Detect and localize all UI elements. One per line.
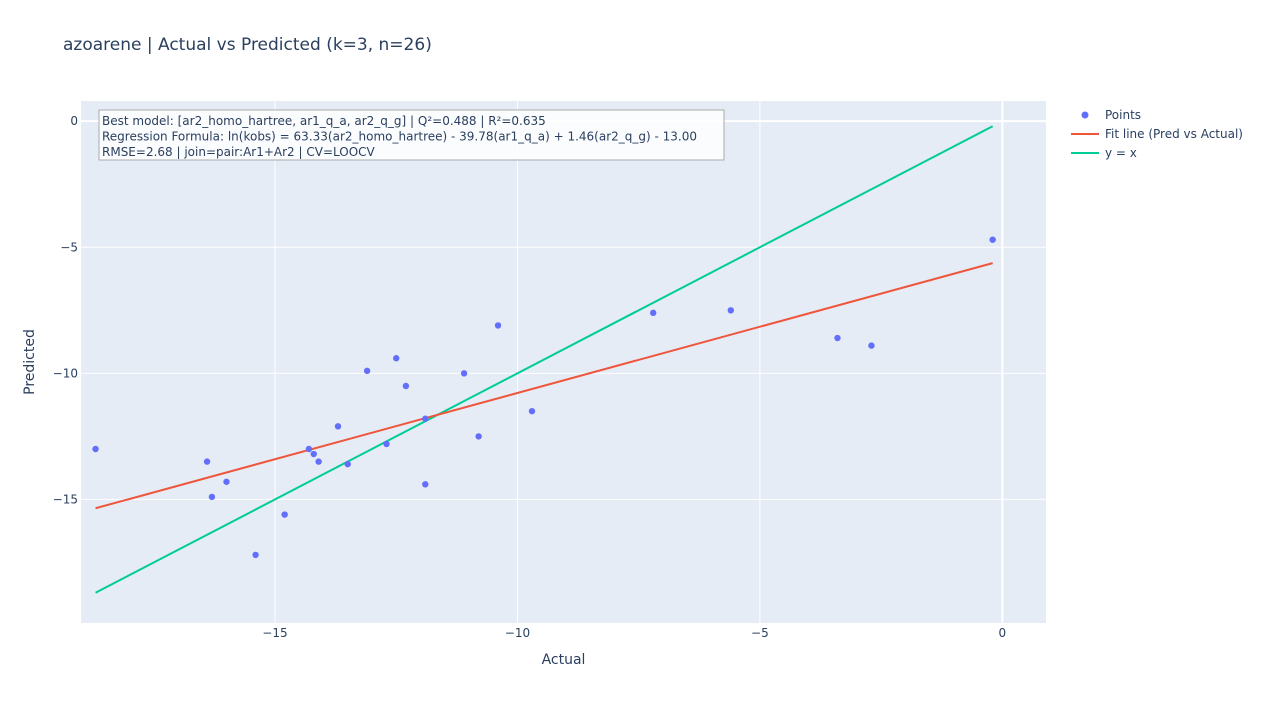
tick-labels: −15 −10 −5 0 0 −5 −10 −15	[53, 114, 1007, 640]
data-point[interactable]	[650, 309, 657, 317]
x-tick-label: −10	[505, 626, 530, 640]
data-point[interactable]	[315, 458, 322, 465]
data-point[interactable]	[989, 236, 996, 243]
data-point[interactable]	[92, 445, 99, 453]
y-tick-label: 0	[70, 114, 78, 128]
data-point[interactable]	[344, 460, 351, 468]
data-point[interactable]	[252, 551, 259, 559]
data-point[interactable]	[528, 407, 536, 415]
y-axis-title: Predicted	[22, 329, 38, 395]
data-point[interactable]	[422, 415, 429, 422]
x-tick-label: 0	[999, 626, 1007, 640]
data-point[interactable]	[310, 450, 317, 458]
legend-label-identity-line: y = x	[1105, 146, 1137, 160]
legend-label-points: Points	[1105, 108, 1141, 122]
data-point[interactable]	[422, 481, 429, 488]
legend-item-fit-line[interactable]: Fit line (Pred vs Actual)	[1071, 127, 1243, 141]
x-tick-label: −5	[751, 626, 769, 640]
annotation-line-1: Best model: [ar2_homo_hartree, ar1_q_a, …	[102, 114, 546, 128]
data-point[interactable]	[393, 355, 400, 362]
fit-line	[95, 262, 993, 510]
data-point[interactable]	[475, 433, 482, 440]
data-point[interactable]	[363, 367, 371, 375]
annotation-box: Best model: [ar2_homo_hartree, ar1_q_a, …	[98, 109, 725, 161]
plot-area	[81, 101, 1046, 623]
data-point[interactable]	[727, 307, 734, 314]
x-axis-title: Actual	[542, 652, 586, 668]
annotation-line-3: RMSE=2.68 | join=pair:Ar1+Ar2 | CV=LOOCV	[102, 145, 376, 159]
annotation-line-2: Regression Formula: ln(kobs) = 63.33(ar2…	[102, 130, 697, 144]
legend-marker-points	[1081, 111, 1089, 119]
data-point[interactable]	[305, 445, 313, 453]
y-tick-label: −10	[53, 366, 78, 380]
data-point[interactable]	[460, 370, 468, 377]
data-point[interactable]	[334, 423, 342, 430]
legend: Points Fit line (Pred vs Actual) y = x	[1071, 108, 1243, 160]
series-layer	[92, 125, 996, 594]
legend-label-fit-line: Fit line (Pred vs Actual)	[1105, 127, 1243, 141]
chart-title: azoarene | Actual vs Predicted (k=3, n=2…	[63, 35, 432, 55]
identity-line	[95, 125, 994, 594]
legend-item-identity-line[interactable]: y = x	[1071, 146, 1137, 160]
y-tick-label: −15	[53, 492, 78, 506]
data-point[interactable]	[203, 458, 211, 465]
data-point[interactable]	[383, 440, 390, 448]
data-point[interactable]	[868, 342, 875, 349]
data-point[interactable]	[402, 382, 410, 390]
data-point[interactable]	[208, 493, 216, 501]
data-point[interactable]	[494, 322, 502, 329]
x-tick-label: −15	[262, 626, 287, 640]
data-point[interactable]	[281, 511, 288, 518]
y-tick-label: −5	[60, 240, 78, 254]
data-point[interactable]	[223, 478, 230, 485]
data-point[interactable]	[834, 334, 841, 342]
legend-item-points[interactable]: Points	[1081, 108, 1142, 122]
